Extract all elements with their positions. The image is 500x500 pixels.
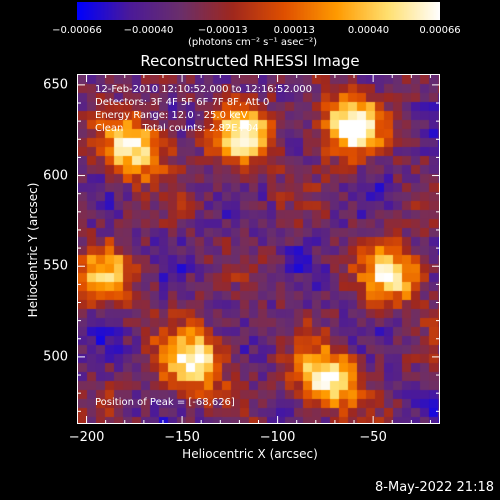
- colorbar-tick-label: −0.00066: [52, 25, 102, 36]
- colorbar-tick-label: 0.00013: [273, 25, 315, 36]
- annotation-time-range: 12-Feb-2010 12:10:52.000 to 12:16:52.000: [95, 84, 313, 95]
- colorbar-tick-label: 0.00066: [419, 25, 461, 36]
- x-tick-label: −100: [259, 430, 296, 445]
- footer-timestamp: 8-May-2022 21:18: [375, 480, 494, 495]
- y-tick-label: 550: [43, 258, 68, 274]
- plot-frame: [77, 74, 440, 424]
- annotation-detectors: Detectors: 3F 4F 5F 6F 7F 8F, Att 0: [95, 97, 270, 108]
- colorbar: [77, 2, 440, 20]
- y-axis-label: Heliocentric Y (arcsec): [26, 182, 40, 318]
- colorbar-tick-label: 0.00040: [347, 25, 390, 36]
- colorbar-tick-label: −0.00040: [123, 25, 174, 36]
- y-tick-label: 650: [43, 77, 68, 93]
- y-tick-label: 600: [43, 168, 68, 184]
- annotation-peak-position: Position of Peak = [-68,626]: [95, 397, 235, 408]
- heatmap-image: [78, 75, 440, 424]
- x-axis-label: Heliocentric X (arcsec): [182, 447, 318, 461]
- colorbar-unit: (photons cm⁻² s⁻¹ asec⁻²): [188, 37, 318, 48]
- colorbar-tick-label: −0.00013: [197, 25, 248, 36]
- x-tick-label: −50: [359, 430, 387, 445]
- x-tick-label: −150: [164, 430, 200, 445]
- y-tick-label: 500: [43, 349, 68, 365]
- x-tick-label: −200: [68, 430, 105, 445]
- chart-title: Reconstructed RHESSI Image: [140, 52, 360, 70]
- annotation-energy-range: Energy Range: 12.0 - 25.0 keV: [95, 110, 248, 121]
- annotation-total-counts: Clean Total counts: 2.82E+04: [95, 123, 259, 134]
